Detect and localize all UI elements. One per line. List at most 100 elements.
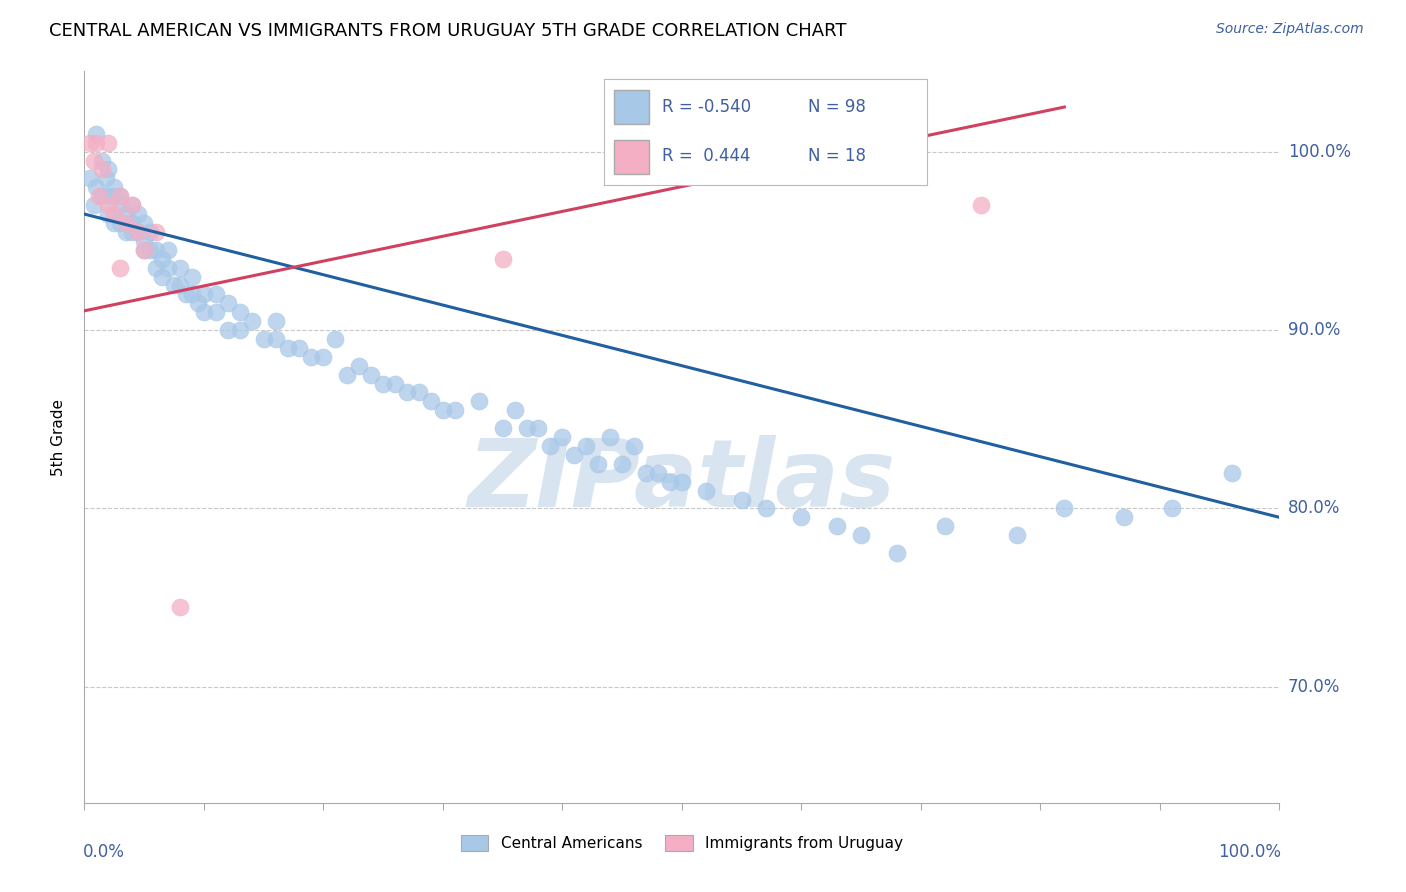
Point [83, 153, 105, 168]
Point [695, 483, 717, 498]
Point [551, 430, 574, 444]
Point [103, 180, 125, 194]
Point [217, 296, 239, 310]
Point [103, 207, 125, 221]
Point [420, 394, 443, 409]
Point [790, 510, 813, 524]
Point [110, 189, 132, 203]
Point [79, 136, 101, 150]
Point [110, 216, 132, 230]
Point [373, 376, 395, 391]
Point [169, 278, 191, 293]
Point [205, 305, 228, 319]
Point [174, 287, 197, 301]
Text: 80.0%: 80.0% [1288, 500, 1340, 517]
Point [94, 171, 117, 186]
Point [827, 519, 849, 533]
Point [1005, 528, 1028, 542]
Point [115, 207, 138, 221]
Point [934, 519, 956, 533]
Point [97, 198, 120, 212]
Point [181, 269, 204, 284]
Point [121, 198, 143, 212]
Point [886, 546, 908, 560]
Point [396, 385, 419, 400]
Point [127, 225, 149, 239]
Point [150, 269, 173, 284]
Y-axis label: 5th Grade: 5th Grade [51, 399, 66, 475]
Point [91, 162, 114, 177]
Text: CENTRAL AMERICAN VS IMMIGRANTS FROM URUGUAY 5TH GRADE CORRELATION CHART: CENTRAL AMERICAN VS IMMIGRANTS FROM URUG… [49, 22, 846, 40]
Point [312, 350, 335, 364]
Point [755, 501, 778, 516]
Point [575, 439, 598, 453]
Point [97, 189, 120, 203]
Point [301, 350, 323, 364]
Point [132, 243, 156, 257]
Point [623, 439, 645, 453]
Point [264, 332, 287, 346]
Text: 100.0%: 100.0% [1218, 843, 1281, 861]
Point [115, 225, 138, 239]
Point [145, 225, 167, 239]
Point [97, 136, 120, 150]
Point [444, 403, 467, 417]
Point [181, 287, 204, 301]
Point [205, 287, 228, 301]
Point [79, 171, 101, 186]
Point [468, 394, 491, 409]
Point [103, 216, 125, 230]
Point [527, 421, 550, 435]
Point [277, 341, 299, 355]
Point [139, 225, 162, 239]
Point [647, 466, 669, 480]
Point [588, 457, 610, 471]
Point [240, 314, 263, 328]
Point [229, 323, 252, 337]
Point [103, 189, 125, 203]
Point [193, 287, 215, 301]
Point [659, 475, 682, 489]
Point [157, 260, 180, 275]
Point [132, 234, 156, 248]
Text: 0.0%: 0.0% [83, 843, 125, 861]
Point [229, 305, 252, 319]
Point [110, 189, 132, 203]
Point [91, 189, 114, 203]
Point [1053, 501, 1076, 516]
Point [253, 332, 276, 346]
Point [217, 323, 239, 337]
Point [127, 207, 149, 221]
Legend: Central Americans, Immigrants from Uruguay: Central Americans, Immigrants from Urugu… [456, 830, 908, 857]
Point [169, 260, 191, 275]
Point [87, 189, 110, 203]
Point [121, 225, 143, 239]
Point [492, 421, 515, 435]
Point [1114, 510, 1136, 524]
Point [636, 466, 658, 480]
Point [86, 180, 108, 194]
Point [408, 385, 430, 400]
Point [187, 296, 209, 310]
Point [612, 457, 634, 471]
Point [970, 198, 993, 212]
Point [145, 260, 167, 275]
Point [492, 252, 515, 266]
Point [163, 278, 186, 293]
Point [1220, 466, 1243, 480]
Point [132, 216, 156, 230]
Point [139, 243, 162, 257]
Point [97, 207, 120, 221]
Point [121, 198, 143, 212]
Point [110, 198, 132, 212]
Point [349, 359, 371, 373]
Text: 90.0%: 90.0% [1288, 321, 1340, 339]
Point [83, 198, 105, 212]
Point [325, 332, 347, 346]
Point [360, 368, 382, 382]
Point [503, 403, 526, 417]
Point [127, 225, 149, 239]
Point [384, 376, 406, 391]
Point [851, 528, 873, 542]
Text: 100.0%: 100.0% [1288, 143, 1351, 161]
